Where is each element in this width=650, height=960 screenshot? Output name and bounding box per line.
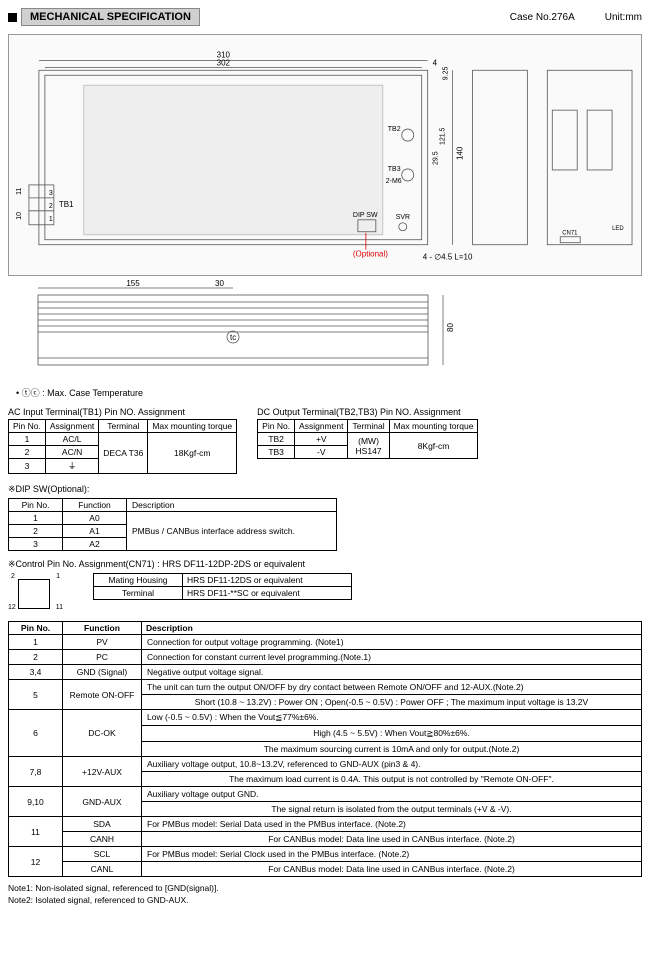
side-view-drawing: tc 155 30 80 xyxy=(8,280,642,380)
dip-title: ※DIP SW(Optional): xyxy=(8,484,642,495)
ctrl-row: 2 1 12 11 Mating HousingHRS DF11-12DS or… xyxy=(8,573,642,611)
unit-label: Unit:mm xyxy=(605,12,642,23)
pin-function-table: Pin No.FunctionDescription 1PVConnection… xyxy=(8,621,642,877)
svg-text:2: 2 xyxy=(49,203,53,210)
svg-text:TB1: TB1 xyxy=(59,200,74,209)
footnotes: Note1: Non-isolated signal, referenced t… xyxy=(8,883,642,905)
svg-text:11: 11 xyxy=(16,188,23,195)
svg-text:(Optional): (Optional) xyxy=(353,250,388,259)
svg-text:LED: LED xyxy=(612,226,624,232)
top-view-drawing: TB1 3 2 1 TB2 TB3 2-M6 DIP SW SVR (Optio… xyxy=(8,34,642,276)
terminal-tables: AC Input Terminal(TB1) Pin NO. Assignmen… xyxy=(8,407,642,474)
cn71-pin-diagram: 2 1 12 11 xyxy=(8,573,63,611)
svg-text:CN71: CN71 xyxy=(562,231,578,237)
dc-output-block: DC Output Terminal(TB2,TB3) Pin NO. Assi… xyxy=(257,407,478,474)
svg-text:DIP SW: DIP SW xyxy=(353,212,378,219)
svg-text:9.25: 9.25 xyxy=(443,67,450,81)
svg-text:TB2: TB2 xyxy=(388,126,401,133)
svg-text:121.5: 121.5 xyxy=(440,127,447,145)
note2: Note2: Isolated signal, referenced to GN… xyxy=(8,895,642,905)
header: MECHANICAL SPECIFICATION Case No.276A Un… xyxy=(8,8,642,26)
ac-title: AC Input Terminal(TB1) Pin NO. Assignmen… xyxy=(8,407,237,417)
header-marker xyxy=(8,13,17,22)
mating-table: Mating HousingHRS DF11-12DS or equivalen… xyxy=(93,573,352,600)
dip-table: Pin No.FunctionDescription 1A0PMBus / CA… xyxy=(8,498,337,551)
ac-input-block: AC Input Terminal(TB1) Pin NO. Assignmen… xyxy=(8,407,237,474)
svg-text:30: 30 xyxy=(215,280,224,288)
svg-text:4 - ∅4.5 L=10: 4 - ∅4.5 L=10 xyxy=(423,253,473,262)
svg-text:SVR: SVR xyxy=(396,214,410,221)
svg-text:2-M6: 2-M6 xyxy=(386,178,402,185)
ac-table: Pin No.AssignmentTerminalMax mounting to… xyxy=(8,419,237,474)
svg-text:3: 3 xyxy=(49,190,53,197)
svg-text:140: 140 xyxy=(456,146,465,160)
dc-title: DC Output Terminal(TB2,TB3) Pin NO. Assi… xyxy=(257,407,478,417)
page-title: MECHANICAL SPECIFICATION xyxy=(21,8,200,26)
dc-table: Pin No.AssignmentTerminalMax mounting to… xyxy=(257,419,478,459)
case-no: Case No.276A xyxy=(510,12,575,23)
svg-text:302: 302 xyxy=(217,58,231,67)
tc-note: • ⓣⓒ : Max. Case Temperature xyxy=(16,386,642,399)
svg-text:tc: tc xyxy=(230,333,236,342)
svg-text:1: 1 xyxy=(49,216,53,223)
svg-text:10: 10 xyxy=(16,212,23,220)
ctrl-title: ※Control Pin No. Assignment(CN71) : HRS … xyxy=(8,559,642,570)
svg-text:TB3: TB3 xyxy=(388,166,401,173)
svg-text:29.5: 29.5 xyxy=(433,151,440,165)
note1: Note1: Non-isolated signal, referenced t… xyxy=(8,883,642,893)
svg-text:4: 4 xyxy=(433,58,438,67)
svg-text:80: 80 xyxy=(446,323,455,332)
svg-text:155: 155 xyxy=(126,280,140,288)
